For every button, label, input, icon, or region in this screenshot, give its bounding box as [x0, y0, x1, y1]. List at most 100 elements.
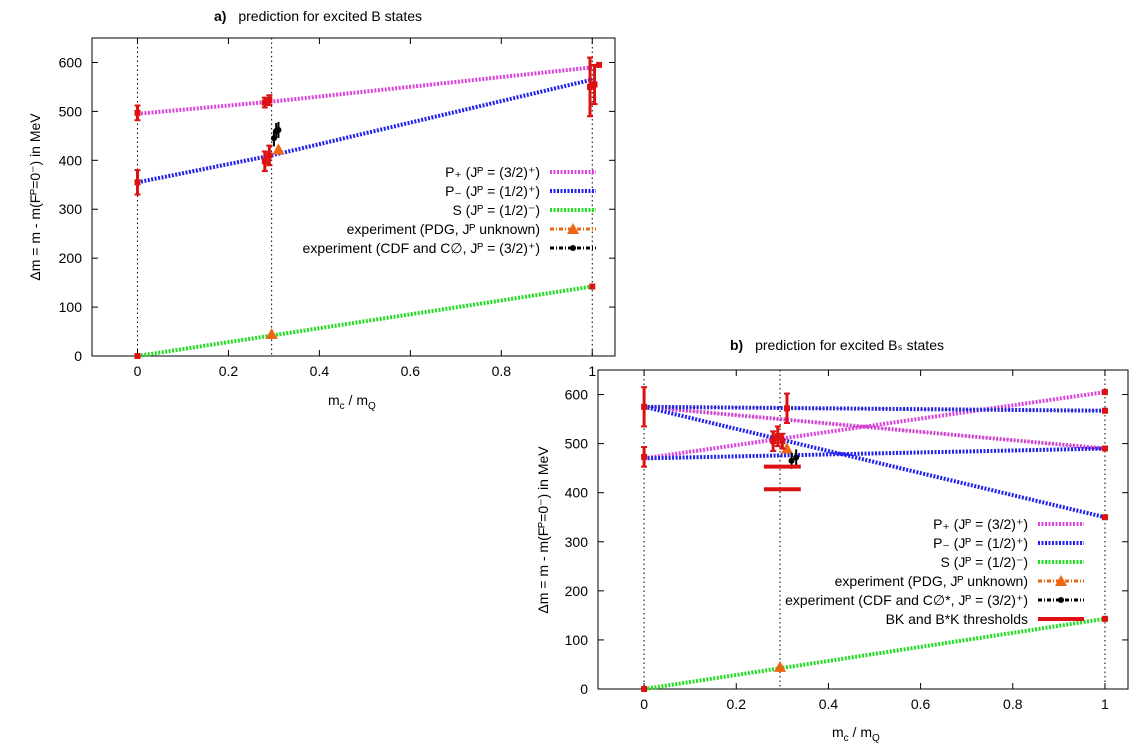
- panel-a-title-text: prediction for excited B states: [238, 8, 422, 24]
- b-legend-label-0: P₊ (Jᴾ = (3/2)⁺): [933, 516, 1028, 532]
- a-ytick-label-6: 600: [59, 54, 83, 70]
- xlabel-c-b: c: [844, 733, 849, 744]
- a-exp-pdg-point-0: [265, 327, 278, 339]
- a-legend-label-0: P₊ (Jᴾ = (3/2)⁺): [445, 164, 540, 180]
- b-errpoint-3: [774, 433, 781, 440]
- panel-a-xlabel: mc / mQ: [328, 392, 376, 412]
- panel-b-xlabel: mc / mQ: [832, 724, 880, 744]
- b-ytick-label-5: 500: [565, 436, 589, 452]
- b-exp-pdg-point-1: [780, 442, 793, 454]
- panel-a-ylabel: Δm = m - m(Fᴾ=0⁻) in MeV: [27, 113, 43, 281]
- a-errpoint-9: [589, 283, 596, 290]
- panel-b-series: [643, 390, 1106, 691]
- a-xtick-label-3: 0.6: [401, 363, 421, 379]
- b-exp-cdf-point-1: [793, 454, 800, 461]
- b-guide-line-1: [644, 406, 1105, 412]
- panel-a-legend: P₊ (Jᴾ = (3/2)⁺) P₋ (Jᴾ = (1/2)⁺) S (Jᴾ = …: [303, 164, 596, 256]
- panel-b-thresholds: [763, 464, 801, 492]
- b-errpoint-2: [770, 438, 777, 445]
- a-ytick-label-1: 100: [59, 299, 83, 315]
- a-ytick-label-0: 0: [74, 348, 82, 364]
- b-errpoint-5: [783, 405, 790, 412]
- panel-a-ticks: 0 0.2 0.4 0.6 0.8 1 0 100 200 300 400 500 600: [59, 38, 615, 379]
- b-errpoint-1: [641, 453, 648, 460]
- panel-b-title-text: prediction for excited Bₛ states: [755, 337, 944, 353]
- b-xtick-label-5: 1: [1101, 696, 1109, 712]
- a-errpoint-2: [261, 99, 268, 106]
- a-series-line-0: [137, 65, 593, 116]
- a-errpoint-6: [586, 83, 593, 90]
- b-ytick-label-0: 0: [580, 681, 588, 697]
- a-xtick-label-2: 0.4: [310, 363, 330, 379]
- b-xtick-label-3: 0.6: [911, 696, 931, 712]
- b-errpoint-0: [641, 403, 648, 410]
- panel-b-reference-lines: [643, 370, 1106, 689]
- panel-b-frame: [597, 369, 1129, 690]
- a-ytick-label-5: 500: [59, 103, 83, 119]
- b-xtick-label-1: 0.2: [727, 696, 747, 712]
- panel-b-tag: b): [730, 337, 743, 353]
- panel-a: a) prediction for excited B states 0 0.2 0…: [27, 8, 616, 412]
- panel-b: b) prediction for excited Bₛ states 0 0.2…: [535, 337, 1129, 744]
- panel-b-legend: P₊ (Jᴾ = (3/2)⁺) P₋ (Jᴾ = (1/2)⁺) S (Jᴾ = …: [785, 516, 1084, 627]
- b-errpoint-7: [1101, 389, 1108, 396]
- a-legend-label-4: experiment (CDF and C∅, Jᴾ = (3/2)⁺): [303, 240, 540, 256]
- a-series-line-2: [137, 284, 593, 358]
- panel-a-title: a) prediction for excited B states: [214, 8, 422, 24]
- a-legend-label-3: experiment (PDG, Jᴾ unknown): [347, 221, 540, 237]
- b-series-line-4: [644, 446, 1105, 461]
- a-exp-cdf-point-2: [275, 126, 282, 133]
- a-xtick-label-5: 1: [588, 363, 596, 379]
- a-xtick-label-4: 0.8: [492, 363, 512, 379]
- a-legend-label-2: S (Jᴾ = (1/2)⁻): [452, 202, 540, 218]
- a-errpoint-7: [591, 81, 598, 88]
- b-errpoint-9: [1101, 445, 1108, 452]
- b-legend-label-1: P₋ (Jᴾ = (1/2)⁺): [933, 535, 1028, 551]
- xlabel-c: c: [340, 401, 345, 412]
- b-errpoint-4: [779, 438, 786, 445]
- a-errpoint-1: [134, 179, 141, 186]
- b-errpoint-11: [1101, 615, 1108, 622]
- a-ytick-label-2: 200: [59, 250, 83, 266]
- b-guide-line-0: [644, 406, 1105, 449]
- xlabel-sep: / m: [345, 392, 368, 408]
- b-xtick-label-4: 0.8: [1003, 696, 1023, 712]
- xlabel-m: m: [328, 392, 340, 408]
- a-errpoint-3: [266, 97, 273, 104]
- panel-b-ticks: 0 0.2 0.4 0.6 0.8 1 0 100 200 300 400 500 600: [565, 370, 1128, 712]
- a-ytick-label-3: 300: [59, 201, 83, 217]
- b-ytick-label-6: 600: [565, 387, 589, 403]
- a-xtick-label-1: 0.2: [219, 363, 239, 379]
- panel-a-error-bars: [134, 56, 603, 359]
- b-xtick-label-0: 0: [640, 696, 648, 712]
- b-ytick-label-3: 300: [565, 534, 589, 550]
- b-ytick-label-4: 400: [565, 485, 589, 501]
- xlabel-Q-b: Q: [872, 733, 880, 744]
- a-errpoint-4: [261, 158, 268, 165]
- b-errpoint-10: [1101, 514, 1108, 521]
- a-xtick-label-0: 0: [134, 363, 142, 379]
- a-legend-marker-4: [570, 245, 576, 251]
- a-errpoint-8: [596, 61, 603, 68]
- xlabel-m-b: m: [832, 724, 844, 740]
- panel-b-error-bars: [641, 386, 1108, 692]
- panel-a-tag: a): [214, 8, 226, 24]
- b-legend-marker-3: [1055, 575, 1067, 586]
- b-legend-label-4: experiment (CDF and C∅*, Jᴾ = (3/2)⁺): [785, 592, 1028, 608]
- b-exp-pdg-point-0: [774, 660, 787, 672]
- a-errpoint-5: [266, 152, 273, 159]
- b-xtick-label-2: 0.4: [819, 696, 839, 712]
- a-legend-marker-3: [567, 223, 579, 234]
- panel-b-ylabel: Δm = m - m(Fᴾ=0⁻) in MeV: [535, 446, 551, 614]
- panel-a-frame: [91, 37, 616, 357]
- b-legend-label-5: BK and B*K thresholds: [886, 611, 1028, 627]
- b-series-line-2: [643, 404, 1106, 520]
- a-errpoint-0: [134, 109, 141, 116]
- b-ytick-label-1: 100: [565, 632, 589, 648]
- b-legend-label-3: experiment (PDG, Jᴾ unknown): [835, 573, 1028, 589]
- a-legend-label-1: P₋ (Jᴾ = (1/2)⁺): [445, 183, 540, 199]
- b-legend-label-2: S (Jᴾ = (1/2)⁻): [940, 554, 1028, 570]
- a-ytick-label-4: 400: [59, 152, 83, 168]
- b-series-line-0: [643, 390, 1106, 461]
- a-exp-pdg-point-1: [272, 143, 285, 155]
